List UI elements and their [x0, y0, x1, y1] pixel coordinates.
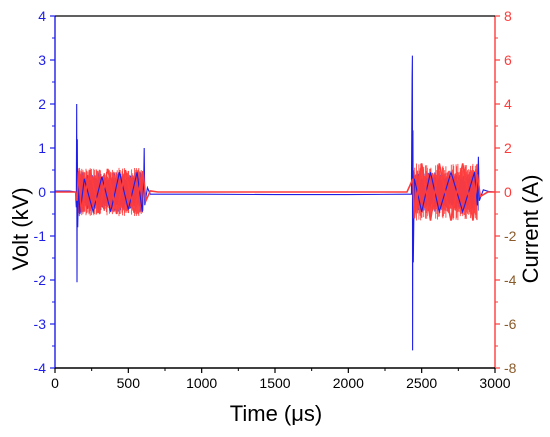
y-tick-label: -2: [34, 272, 47, 288]
y2-tick-label: 6: [504, 52, 512, 68]
y-tick-label: -4: [34, 360, 47, 376]
x-tick-label: 1500: [259, 375, 290, 391]
y2-tick-label: 8: [504, 8, 512, 24]
y-tick-label: 1: [38, 140, 46, 156]
y-tick-label: 4: [38, 8, 46, 24]
x-axis-title: Time (μs): [230, 401, 323, 426]
y-tick-label: 3: [38, 52, 46, 68]
y-axis-title: Volt (kV): [8, 187, 33, 270]
y2-tick-label: -8: [504, 360, 517, 376]
y2-tick-label: 4: [504, 96, 512, 112]
x-tick-label: 500: [117, 375, 141, 391]
x-tick-label: 2500: [406, 375, 437, 391]
x-tick-label: 3000: [479, 375, 510, 391]
y-tick-label: -1: [34, 228, 47, 244]
y2-tick-label: 2: [504, 140, 512, 156]
series-line-current: [55, 163, 495, 221]
y2-axis-title: Current (A): [518, 175, 543, 284]
series-line-voltage: [55, 55, 496, 351]
x-tick-label: 2000: [333, 375, 364, 391]
y-tick-label: 2: [38, 96, 46, 112]
y-tick-label: 0: [38, 184, 46, 200]
y2-tick-label: 0: [504, 184, 512, 200]
x-tick-label: 1000: [186, 375, 217, 391]
series-layer: [55, 55, 496, 351]
y2-tick-label: -4: [504, 272, 517, 288]
x-tick-label: 0: [51, 375, 59, 391]
y2-tick-label: -6: [504, 316, 517, 332]
y2-tick-label: -2: [504, 228, 517, 244]
y-tick-label: -3: [34, 316, 47, 332]
axes: 4 3 2 1 0 -1 -2 -3 -4 8 6 4 2 0 -2 -4 -6 -8 0 500 1000 1500 20…: [34, 8, 517, 391]
